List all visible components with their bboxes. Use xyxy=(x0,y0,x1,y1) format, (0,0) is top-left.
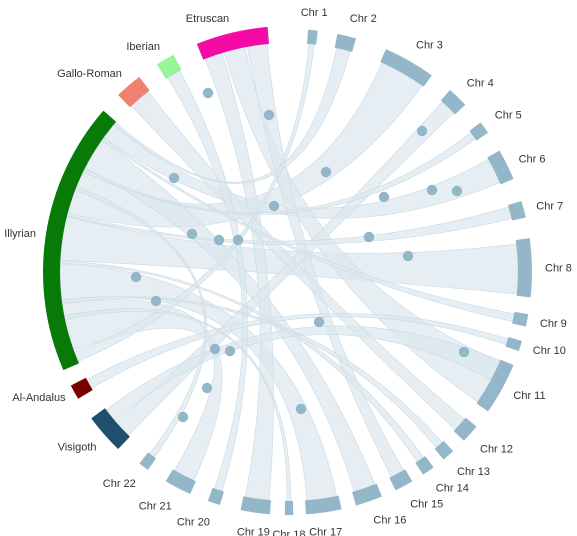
label-chr-14: Chr 14 xyxy=(436,483,469,495)
arc-chr-16[interactable] xyxy=(352,483,382,506)
dot-illyrian-chr-14[interactable] xyxy=(458,346,470,358)
arc-chr-4[interactable] xyxy=(440,90,466,115)
label-chr-11: Chr 11 xyxy=(513,390,545,402)
arc-chr-17[interactable] xyxy=(304,495,342,515)
label-chr-2: Chr 2 xyxy=(350,13,377,25)
dot-illyrian-chr-13[interactable] xyxy=(416,125,428,137)
label-chr-15: Chr 15 xyxy=(410,498,443,510)
dot-illyrian-chr-2[interactable] xyxy=(363,231,375,243)
arc-chr-19[interactable] xyxy=(240,496,272,515)
label-chr-1: Chr 1 xyxy=(301,7,328,19)
label-gallo-roman: Gallo-Roman xyxy=(57,68,122,80)
arc-chr-12[interactable] xyxy=(453,417,477,441)
arc-chr-21[interactable] xyxy=(165,469,196,494)
label-chr-6: Chr 6 xyxy=(519,154,546,166)
arc-chr-8[interactable] xyxy=(515,238,532,298)
dot-etruscan-chr-19[interactable] xyxy=(263,109,275,121)
dot-layer xyxy=(130,87,470,423)
arc-illyrian[interactable] xyxy=(42,110,117,371)
ribbon-illyrian-chr-9 xyxy=(101,137,515,322)
dot-illyrian-chr-5[interactable] xyxy=(378,191,390,203)
arc-chr-9[interactable] xyxy=(512,311,529,327)
arc-chr-13[interactable] xyxy=(434,440,454,460)
arc-chr-7[interactable] xyxy=(507,200,526,221)
dot-visigoth-chr-4[interactable] xyxy=(209,343,221,355)
dot-illyrian-chr-6[interactable] xyxy=(186,228,198,240)
dot-iberian-chr-20[interactable] xyxy=(201,382,213,394)
label-chr-12: Chr 12 xyxy=(480,443,513,455)
arc-layer xyxy=(42,26,532,516)
label-chr-16: Chr 16 xyxy=(373,515,406,527)
arc-iberian[interactable] xyxy=(156,54,182,79)
arc-etruscan[interactable] xyxy=(196,26,270,60)
label-chr-5: Chr 5 xyxy=(495,110,522,122)
arc-chr-22[interactable] xyxy=(139,452,157,470)
arc-chr-11[interactable] xyxy=(476,359,514,412)
label-chr-3: Chr 3 xyxy=(416,40,443,52)
label-etruscan: Etruscan xyxy=(186,13,229,25)
label-chr-7: Chr 7 xyxy=(536,201,563,213)
ribbon-layer xyxy=(59,43,519,502)
dot-illyrian-chr-8[interactable] xyxy=(130,271,142,283)
label-chr-4: Chr 4 xyxy=(467,78,494,90)
dot-gallo-roman-chr-12[interactable] xyxy=(202,87,214,99)
dot-etruscan-chr-15[interactable] xyxy=(402,250,414,262)
label-iberian: Iberian xyxy=(126,41,160,53)
label-chr-20: Chr 20 xyxy=(177,516,210,528)
arc-chr-15[interactable] xyxy=(389,469,413,491)
label-chr-22: Chr 22 xyxy=(103,478,136,490)
dot-illyrian-chr-9[interactable] xyxy=(451,185,463,197)
arc-chr-5[interactable] xyxy=(469,122,489,141)
dot-illyrian-chr-17[interactable] xyxy=(295,403,307,415)
arc-chr-2[interactable] xyxy=(334,33,356,52)
arc-al-andalus[interactable] xyxy=(70,377,93,399)
dot-etruscan-chr-11[interactable] xyxy=(268,200,280,212)
arc-chr-6[interactable] xyxy=(487,150,514,185)
label-chr-19: Chr 19 xyxy=(237,526,270,536)
arc-gallo-roman[interactable] xyxy=(118,76,150,108)
label-illyrian: Illyrian xyxy=(4,228,36,240)
label-chr-8: Chr 8 xyxy=(545,262,572,274)
label-chr-9: Chr 9 xyxy=(540,318,567,330)
arc-chr-14[interactable] xyxy=(415,456,434,475)
arc-chr-1[interactable] xyxy=(306,29,318,45)
dot-illyrian-chr-1[interactable] xyxy=(320,166,332,178)
dot-illyrian-chr-22[interactable] xyxy=(232,234,244,246)
label-chr-10: Chr 10 xyxy=(533,345,566,357)
dot-illyrian-chr-21[interactable] xyxy=(177,411,189,423)
label-chr-21: Chr 21 xyxy=(139,501,172,513)
arc-chr-3[interactable] xyxy=(380,49,432,87)
dot-illyrian-chr-3[interactable] xyxy=(150,295,162,307)
label-visigoth: Visigoth xyxy=(58,442,97,454)
dot-visigoth-chr-11[interactable] xyxy=(224,345,236,357)
arc-visigoth[interactable] xyxy=(91,408,130,449)
dot-illyrian-chr-18[interactable] xyxy=(213,234,225,246)
label-layer: Chr 1 Chr 2 Chr 3 Chr 4 Chr 5 Chr 6 Chr 7 Chr 8… xyxy=(4,7,572,536)
dot-al-andalus-chr-10[interactable] xyxy=(313,316,325,328)
label-al-andalus: Al-Andalus xyxy=(12,392,66,404)
ribbon-gallo-roman-chr-12 xyxy=(130,91,465,431)
label-chr-13: Chr 13 xyxy=(457,466,490,478)
arc-chr-18[interactable] xyxy=(284,500,294,516)
arc-chr-20[interactable] xyxy=(207,487,224,505)
arc-chr-10[interactable] xyxy=(505,337,522,352)
label-chr-18: Chr 18 xyxy=(272,529,305,536)
ribbon-illyrian-chr-18 xyxy=(63,308,292,502)
label-chr-17: Chr 17 xyxy=(309,526,342,536)
dot-illyrian-chr-7[interactable] xyxy=(426,184,438,196)
dot-illyrian-chr-16[interactable] xyxy=(168,172,180,184)
